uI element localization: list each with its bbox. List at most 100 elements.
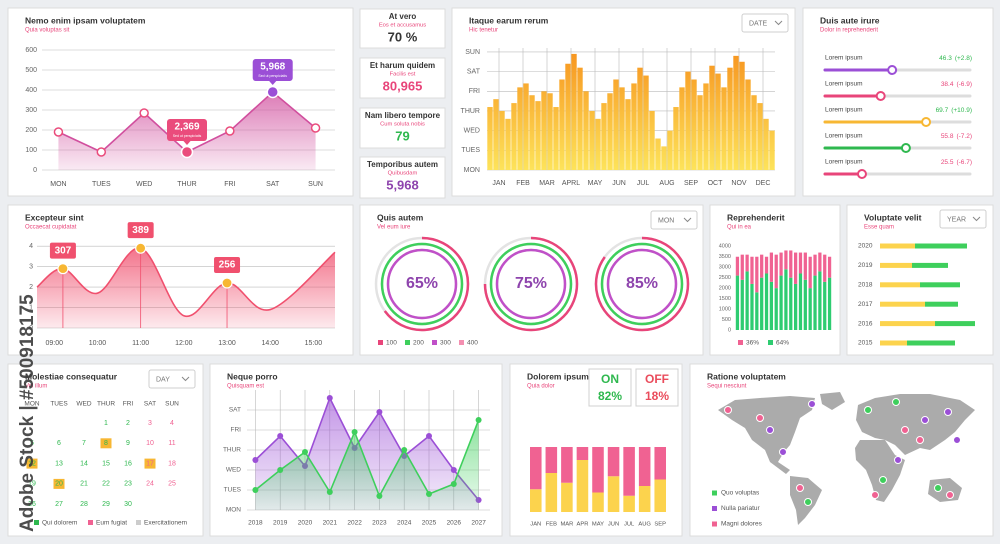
day[interactable]: 8 [104, 440, 108, 447]
dropdown[interactable] [939, 209, 987, 229]
kpi-card [359, 156, 446, 199]
point [252, 457, 259, 463]
y-tick-label: FRI [469, 88, 480, 95]
day[interactable]: 11 [168, 440, 175, 447]
gauge-ring [489, 242, 573, 326]
x-tick-label: 10:00 [89, 340, 107, 347]
point [401, 447, 408, 453]
x-tick-label: APR [576, 522, 588, 528]
area-fill [37, 247, 335, 328]
dropdown[interactable] [741, 13, 789, 33]
slider-change: (-6.9) [956, 81, 972, 88]
day[interactable]: 20 [55, 481, 63, 488]
slider-number: 55.8 [941, 133, 954, 140]
day[interactable]: 9 [126, 440, 130, 447]
day[interactable]: 10 [146, 440, 154, 447]
status-value: 18% [645, 389, 669, 403]
day[interactable]: 18 [168, 460, 176, 467]
map-dot [864, 406, 872, 414]
day[interactable]: 30 [124, 501, 132, 508]
day[interactable]: 27 [55, 501, 63, 508]
day[interactable]: 4 [170, 420, 174, 427]
day[interactable]: 28 [80, 501, 88, 508]
y-tick-label: 600 [25, 47, 37, 54]
day[interactable]: 2 [126, 420, 130, 427]
point [135, 242, 147, 254]
x-tick-label: APRL [562, 180, 580, 187]
bar-segment [654, 447, 666, 480]
day[interactable]: 3 [148, 420, 152, 427]
y-tick-label: 1 [29, 304, 33, 311]
day[interactable]: 1 [104, 420, 108, 427]
day[interactable]: 29 [102, 501, 110, 508]
watermark: Adobe Stock | #500918175 [17, 294, 38, 532]
bar [643, 75, 649, 170]
y-tick-label: WED [226, 467, 241, 474]
panel-subtitle: Qui in ea [727, 225, 752, 231]
bar-segment [808, 288, 812, 330]
annotation-note: Sed ut perspiciatis [173, 134, 202, 138]
day[interactable]: 26 [28, 501, 36, 508]
map-dot [953, 436, 961, 444]
slider-knob[interactable] [856, 169, 867, 179]
slider-knob[interactable] [921, 117, 932, 127]
slider-change: (+10.9) [951, 107, 972, 114]
x-tick-label: FRI [224, 181, 235, 188]
map-dot [804, 498, 812, 506]
bar [757, 103, 763, 170]
bar-segment [755, 256, 759, 293]
day[interactable]: 23 [124, 481, 132, 488]
day[interactable]: 24 [146, 481, 154, 488]
y-tick-label: 3000 [719, 265, 731, 271]
dropdown-label[interactable]: MON [658, 217, 674, 224]
day[interactable]: 16 [124, 460, 132, 467]
bar [541, 91, 547, 170]
day[interactable]: 14 [80, 460, 88, 467]
bar [691, 79, 697, 170]
panel-title: Duis aute irure [820, 15, 880, 25]
dropdown[interactable] [148, 369, 196, 389]
dropdown-label[interactable]: DATE [749, 20, 767, 27]
day[interactable]: 5 [30, 440, 34, 447]
dropdown-label[interactable]: DAY [156, 376, 170, 383]
day[interactable]: 15 [102, 460, 110, 467]
panel-subtitle: Esse quam [864, 225, 894, 231]
day-highlight [53, 478, 65, 489]
bar [649, 110, 655, 170]
bar-segment [735, 256, 740, 276]
point [302, 449, 308, 455]
bar-segment [607, 447, 620, 477]
bar-segment [740, 279, 744, 330]
dropdown-label[interactable]: YEAR [947, 216, 966, 223]
day[interactable]: 12 [28, 460, 36, 467]
day[interactable]: 21 [80, 481, 88, 488]
point-label-box [214, 256, 241, 273]
bar-segment [576, 460, 589, 512]
day[interactable]: 13 [55, 460, 63, 467]
day[interactable]: 25 [168, 481, 176, 488]
bar-segment [920, 282, 960, 288]
point [475, 417, 482, 423]
bar-segment [592, 492, 604, 512]
slider-knob[interactable] [887, 65, 898, 75]
slider-knob[interactable] [900, 143, 911, 153]
panel-subtitle: Occaecat cupidatat [25, 225, 77, 231]
day[interactable]: 7 [82, 440, 86, 447]
y-tick-label: WED [464, 127, 480, 134]
day[interactable]: 22 [102, 481, 110, 488]
bar [637, 67, 643, 170]
weekday-label: WED [76, 401, 91, 408]
bar-segment [794, 283, 798, 330]
slider-knob[interactable] [875, 91, 886, 101]
day-highlight [26, 458, 38, 469]
day[interactable]: 19 [28, 481, 36, 488]
bar-segment [794, 252, 798, 284]
panel-subtitle: Vel illum [25, 384, 47, 390]
day[interactable]: 6 [57, 440, 61, 447]
day[interactable]: 17 [146, 460, 154, 467]
annotation-label: 5,968 [260, 62, 285, 73]
dropdown[interactable] [650, 210, 698, 230]
legend-label: Qui dolorem [42, 520, 77, 527]
bar [559, 79, 565, 170]
slider-label: Lorem ipsum [825, 55, 863, 62]
